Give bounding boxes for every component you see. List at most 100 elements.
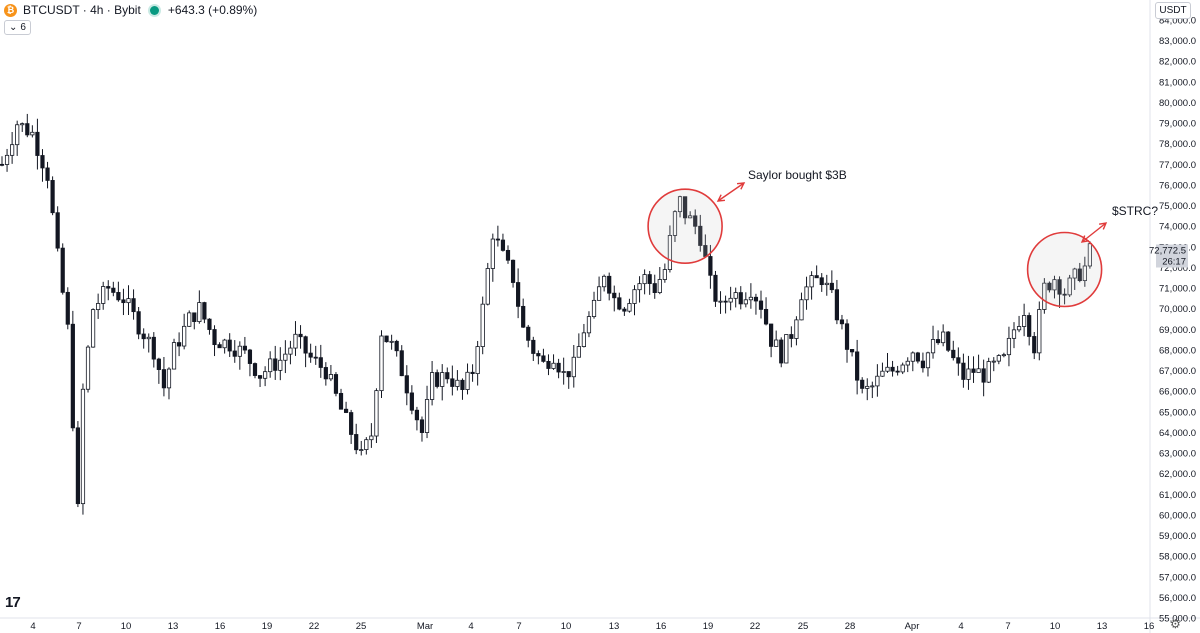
candle-body: [1087, 243, 1092, 267]
candle-body: [814, 275, 819, 279]
x-tick-label: 13: [168, 621, 179, 632]
price-change: +643.3 (+0.89%): [167, 3, 258, 17]
y-tick-label: 59,000.0: [1159, 531, 1196, 542]
x-tick-label: 4: [468, 621, 473, 632]
candle-body: [187, 312, 192, 327]
indicator-count: 6: [20, 22, 26, 33]
candle-body: [774, 339, 779, 347]
symbol-title[interactable]: BTCUSDT · 4h · Bybit: [23, 3, 141, 17]
candle-body: [313, 356, 318, 359]
currency-selector[interactable]: USDT: [1155, 2, 1191, 19]
candle-body: [769, 323, 774, 347]
candle-body: [804, 286, 809, 301]
indicators-toggle-button[interactable]: ⌄ 6: [4, 20, 31, 35]
candle-body: [677, 196, 683, 213]
gear-icon[interactable]: ⚙: [1170, 617, 1181, 631]
candle-body: [303, 336, 308, 354]
candle-body: [622, 308, 627, 312]
candle-body: [946, 331, 951, 351]
candle-body: [516, 282, 521, 307]
candle-body: [1022, 315, 1027, 327]
candle-body: [182, 325, 187, 347]
candle-body: [252, 363, 258, 376]
candle-body: [870, 385, 875, 388]
candle-body: [925, 352, 931, 369]
candle-body: [70, 323, 75, 429]
y-tick-label: 58,000.0: [1159, 552, 1196, 563]
candle-body: [333, 374, 339, 394]
candle-body: [171, 342, 177, 370]
candle-body: [465, 371, 470, 390]
candle-body: [374, 390, 379, 437]
y-tick-label: 68,000.0: [1159, 345, 1196, 356]
candle-body: [166, 368, 172, 389]
x-tick-label: 16: [656, 621, 667, 632]
candle-body: [212, 329, 217, 346]
candle-body: [581, 332, 587, 347]
candle-body: [885, 366, 890, 372]
x-tick-label: 4: [30, 621, 35, 632]
x-tick-label: 7: [516, 621, 521, 632]
candle-body: [389, 340, 394, 343]
candle-body: [733, 292, 738, 299]
candle-body: [227, 339, 232, 352]
arrow-head: [1098, 222, 1108, 230]
candle-body: [758, 300, 764, 310]
candle-body: [1042, 282, 1047, 310]
candle-body: [637, 283, 642, 291]
y-tick-label: 84,000.0: [1159, 16, 1196, 27]
x-tick-label: 16: [215, 621, 226, 632]
candle-body: [343, 408, 349, 413]
tradingview-logo[interactable]: 17: [5, 594, 21, 611]
candle-body: [379, 335, 384, 392]
candle-body: [232, 350, 237, 357]
candle-body: [308, 352, 313, 358]
candle-body: [237, 345, 242, 357]
candle-body: [1032, 336, 1037, 354]
candle-body: [591, 299, 597, 317]
candle-body: [338, 392, 344, 410]
y-tick-label: 79,000.0: [1159, 119, 1196, 130]
candle-body: [399, 350, 404, 377]
candle-body: [419, 419, 425, 433]
candle-body: [941, 331, 946, 344]
candle-body: [429, 372, 435, 400]
y-tick-label: 82,000.0: [1159, 57, 1196, 68]
annotation-label: $STRC?: [1112, 204, 1158, 218]
y-tick-label: 67,000.0: [1159, 366, 1196, 377]
x-tick-label: Mar: [417, 621, 433, 632]
y-tick-label: 60,000.0: [1159, 510, 1196, 521]
candle-body: [809, 275, 814, 288]
candle-body: [855, 351, 860, 381]
x-tick-label: 25: [356, 621, 367, 632]
candle-body: [799, 299, 804, 321]
candle-body: [90, 309, 96, 348]
candle-body: [789, 334, 794, 339]
candle-body: [298, 333, 303, 338]
candle-body: [404, 375, 409, 394]
last-price-tag: [1156, 244, 1188, 268]
candle-body: [647, 274, 652, 284]
candle-body: [40, 155, 45, 169]
candle-body: [930, 339, 936, 354]
candle-body: [683, 196, 688, 219]
candle-body: [293, 333, 298, 349]
candle-body: [136, 311, 141, 335]
candle-body: [510, 259, 516, 283]
candle-body: [971, 368, 976, 373]
candle-body: [268, 358, 273, 373]
candle-body: [966, 368, 971, 380]
x-tick-label: 13: [609, 621, 620, 632]
candle-body: [121, 299, 126, 304]
candle-body: [257, 375, 263, 379]
candle-body: [202, 302, 207, 320]
arrow-head: [716, 194, 726, 202]
x-tick-label: 19: [262, 621, 273, 632]
candle-body: [1006, 337, 1012, 356]
candle-body: [354, 434, 359, 451]
candle-body: [526, 326, 531, 341]
candle-body: [283, 353, 288, 361]
x-tick-label: 25: [798, 621, 809, 632]
candle-body: [440, 372, 445, 387]
